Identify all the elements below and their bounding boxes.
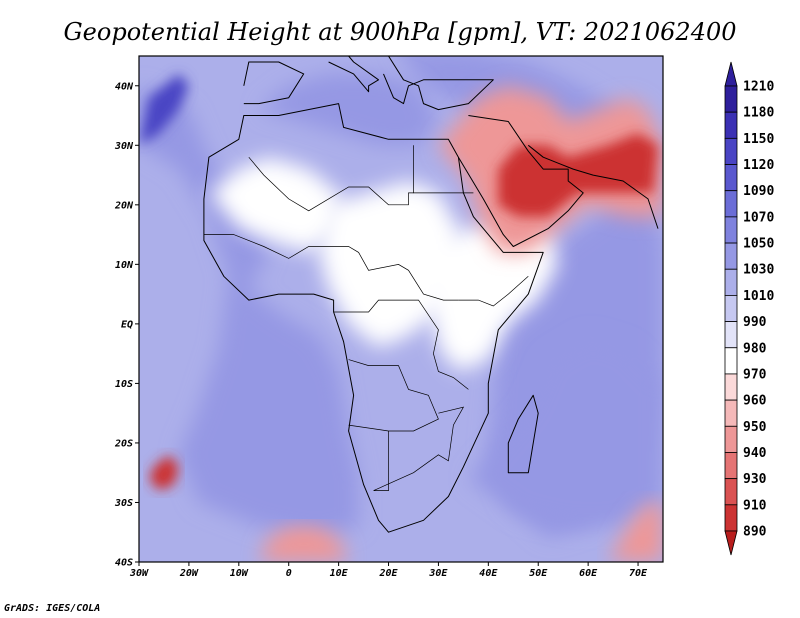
border-layer xyxy=(203,145,529,491)
mozambique-high-region xyxy=(468,335,663,527)
x-tick-label: 10E xyxy=(330,568,349,579)
longitude-axis: 30W 20W 10W 0 10E 20E 30E 40E 50E 60E 70E xyxy=(129,562,648,579)
colorbar-swatch xyxy=(724,137,738,165)
latitude-axis: 40N 30N 20N 10N EQ 10S 20S 30S 40S xyxy=(114,81,139,569)
persia-coast xyxy=(527,144,659,229)
horn-borders xyxy=(458,276,529,307)
colorbar-swatch xyxy=(724,216,738,244)
colorbar-label: 930 xyxy=(743,472,767,487)
height-field-layer xyxy=(139,56,663,562)
sahel-borders xyxy=(203,234,459,301)
colorbar-swatch xyxy=(724,85,738,113)
y-tick-label: 30N xyxy=(114,141,134,152)
y-tick-label: 30S xyxy=(114,498,133,509)
colorbar-label: 990 xyxy=(743,315,767,330)
atlantic-cutoff-low-region xyxy=(149,454,179,491)
italy-coast xyxy=(328,56,379,93)
colorbar-swatch xyxy=(724,295,738,322)
colorbar-label: 1090 xyxy=(743,184,774,199)
atlantic-ridge-region xyxy=(139,85,359,539)
colorbar-swatch xyxy=(724,504,738,532)
sahara-borders xyxy=(248,145,414,212)
x-tick-label: 60E xyxy=(579,568,598,579)
central-borders xyxy=(333,299,469,390)
southern-trough-low-region xyxy=(258,526,349,562)
madagascar-coast xyxy=(507,394,539,474)
map-plot-area xyxy=(139,56,663,562)
iberia-coast xyxy=(243,61,305,105)
colorbar-swatch xyxy=(724,347,738,375)
colorbar-label: 1120 xyxy=(743,158,774,173)
colorbar-label: 960 xyxy=(743,394,767,409)
colorbar-swatch xyxy=(724,452,738,480)
azores-high-region xyxy=(139,73,189,146)
x-tick-label: 50E xyxy=(529,568,548,579)
colorbar-label: 980 xyxy=(743,341,767,356)
colorbar: 1210 1180 1150 1120 1090 1070 1050 1030 1010 990 9… xyxy=(724,61,774,556)
y-tick-label: 10N xyxy=(115,260,134,271)
colorbar-label: 1070 xyxy=(743,210,774,225)
balkan-turkey-coast xyxy=(383,56,494,111)
grads-credit: GrADS: IGES/COLA xyxy=(4,603,100,614)
colorbar-swatch xyxy=(724,164,738,192)
colorbar-swatch xyxy=(724,190,738,218)
x-tick-label: 70E xyxy=(629,568,648,579)
chart-title: Geopotential Height at 900hPa [gpm], VT:… xyxy=(64,18,737,46)
x-tick-label: 20W xyxy=(179,568,199,579)
y-tick-label: 40S xyxy=(115,558,133,569)
x-tick-label: 40E xyxy=(479,568,498,579)
colorbar-swatch xyxy=(724,425,738,453)
coastline-layer xyxy=(203,56,659,533)
colorbar-top-arrow xyxy=(724,61,738,87)
north-african-high-region xyxy=(258,73,439,146)
arabia-coast xyxy=(457,115,584,247)
east-africa-low-region xyxy=(418,216,559,372)
x-tick-label: 20E xyxy=(378,568,398,579)
central-africa-low-region xyxy=(318,181,459,348)
y-tick-label: EQ xyxy=(121,319,133,330)
colorbar-label: 1180 xyxy=(743,106,774,121)
x-tick-label: 30E xyxy=(428,568,448,579)
x-tick-label: 10W xyxy=(230,568,249,579)
y-tick-label: 20N xyxy=(114,200,134,211)
southeast-trough-low-region xyxy=(608,502,663,562)
colorbar-label: 950 xyxy=(743,420,767,435)
x-tick-label: 30W xyxy=(129,568,149,579)
colorbar-label: 1030 xyxy=(743,263,774,278)
y-tick-label: 20S xyxy=(114,438,133,449)
colorbar-label: 940 xyxy=(743,446,767,461)
colorbar-label: 970 xyxy=(743,367,767,382)
arabian-core-low-region xyxy=(498,133,658,217)
colorbar-swatch xyxy=(724,242,738,270)
colorbar-bottom-arrow xyxy=(724,530,738,556)
y-tick-label: 10S xyxy=(115,379,133,390)
colorbar-label: 1150 xyxy=(743,132,774,147)
colorbar-swatch xyxy=(724,268,738,296)
map-frame xyxy=(138,55,664,563)
colorbar-label: 1010 xyxy=(743,289,774,304)
colorbar-swatch xyxy=(724,373,738,401)
x-tick-label: 0 xyxy=(286,568,292,579)
western-sahara-low-region xyxy=(208,157,339,253)
colorbar-label: 1210 xyxy=(743,80,774,95)
y-tick-label: 40N xyxy=(115,81,134,92)
congo-angola-borders xyxy=(348,359,439,432)
colorbar-swatch xyxy=(724,399,738,427)
southern-borders xyxy=(373,406,465,491)
colorbar-label: 1050 xyxy=(743,237,774,252)
colorbar-label: 910 xyxy=(743,498,767,513)
colorbar-swatch xyxy=(724,321,738,349)
colorbar-label: 890 xyxy=(743,525,767,540)
colorbar-swatch xyxy=(724,478,738,506)
colorbar-swatch xyxy=(724,111,738,139)
africa-coast xyxy=(203,103,544,533)
